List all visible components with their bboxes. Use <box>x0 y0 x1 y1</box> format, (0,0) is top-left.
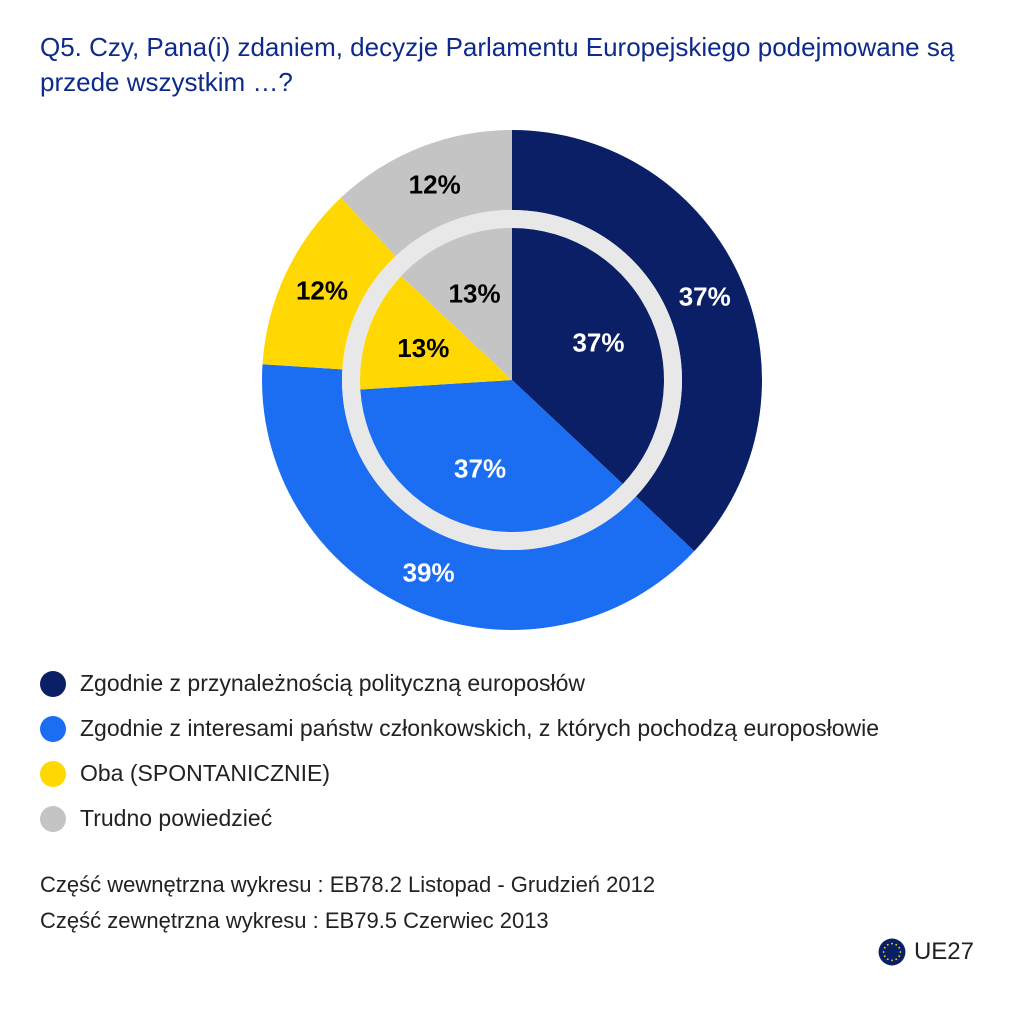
outer-label-1: 39% <box>403 558 455 588</box>
legend: Zgodnie z przynależnością polityczną eur… <box>40 670 984 832</box>
inner-label-1: 37% <box>454 454 506 484</box>
inner-label-2: 13% <box>397 333 449 363</box>
legend-item-2: Oba (SPONTANICZNIE) <box>40 760 984 787</box>
ue27-badge: UE27 <box>878 938 974 966</box>
legend-swatch-2 <box>40 761 66 787</box>
footer-notes: Część wewnętrzna wykresu : EB78.2 Listop… <box>40 872 984 934</box>
legend-label-3: Trudno powiedzieć <box>80 805 272 832</box>
legend-swatch-1 <box>40 716 66 742</box>
outer-label-2: 12% <box>296 276 348 306</box>
legend-swatch-0 <box>40 671 66 697</box>
legend-label-2: Oba (SPONTANICZNIE) <box>80 760 330 787</box>
legend-item-0: Zgodnie z przynależnością polityczną eur… <box>40 670 984 697</box>
outer-label-3: 12% <box>409 170 461 200</box>
chart-container: 37% 39% 12% 12% 37% 37% 13%13% <box>40 120 984 640</box>
footer-outer-note: Część zewnętrzna wykresu : EB79.5 Czerwi… <box>40 908 984 934</box>
legend-item-1: Zgodnie z interesami państw członkowskic… <box>40 715 984 742</box>
ue27-label: UE27 <box>914 938 974 966</box>
nested-pie-chart: 37% 39% 12% 12% 37% 37% 13%13% <box>252 120 772 640</box>
legend-label-0: Zgodnie z przynależnością polityczną eur… <box>80 670 585 697</box>
chart-title: Q5. Czy, Pana(i) zdaniem, decyzje Parlam… <box>40 30 984 100</box>
footer-inner-note: Część wewnętrzna wykresu : EB78.2 Listop… <box>40 872 984 898</box>
outer-label-0: 37% <box>679 282 731 312</box>
legend-swatch-3 <box>40 806 66 832</box>
eu-flag-icon <box>878 938 906 966</box>
legend-label-1: Zgodnie z interesami państw członkowskic… <box>80 715 879 742</box>
legend-item-3: Trudno powiedzieć <box>40 805 984 832</box>
inner-label-3: 13% <box>449 279 501 309</box>
inner-label-0: 37% <box>572 328 624 358</box>
